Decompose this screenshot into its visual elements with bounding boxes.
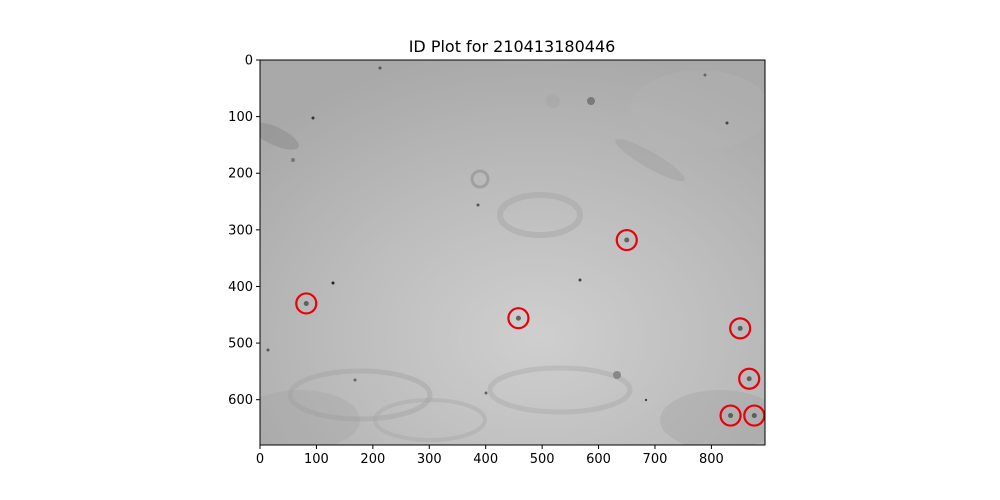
id-marker-circle bbox=[295, 292, 318, 315]
image-shade bbox=[630, 70, 765, 150]
image-speck bbox=[578, 278, 582, 282]
x-tick-label: 300 bbox=[417, 452, 442, 467]
id-marker-circle bbox=[729, 317, 752, 340]
x-tick-label: 100 bbox=[304, 452, 329, 467]
y-tick-label: 400 bbox=[228, 280, 253, 295]
chart-title: ID Plot for 210413180446 bbox=[409, 37, 616, 56]
image-speck bbox=[266, 348, 270, 352]
image-speck bbox=[613, 371, 621, 379]
x-tick-label: 800 bbox=[699, 452, 724, 467]
image-ring bbox=[287, 368, 433, 422]
image-streak bbox=[260, 122, 299, 150]
microscope-image bbox=[260, 60, 765, 445]
image-speck bbox=[644, 398, 648, 402]
y-axis: 0 100 200 300 400 500 600 bbox=[228, 54, 260, 408]
image-speck bbox=[291, 158, 295, 162]
id-marker-circle bbox=[743, 404, 766, 427]
image-ring bbox=[487, 365, 633, 415]
x-tick-label: 700 bbox=[643, 452, 668, 467]
image-speck bbox=[331, 281, 335, 285]
image-speck bbox=[353, 378, 357, 382]
y-tick-label: 300 bbox=[228, 223, 253, 238]
x-axis: 0 100 200 300 400 500 600 700 800 bbox=[256, 445, 724, 467]
x-tick-label: 600 bbox=[586, 452, 611, 467]
y-tick-label: 500 bbox=[228, 337, 253, 352]
y-tick-label: 600 bbox=[228, 393, 253, 408]
detected-particle bbox=[728, 413, 734, 419]
x-tick-label: 500 bbox=[530, 452, 555, 467]
y-tick-label: 200 bbox=[228, 167, 253, 182]
image-shade bbox=[260, 390, 360, 445]
image-shade bbox=[660, 390, 765, 445]
detected-particle bbox=[624, 237, 630, 243]
image-speck bbox=[703, 73, 707, 77]
id-marker-circle bbox=[507, 307, 530, 330]
x-tick-label: 200 bbox=[360, 452, 385, 467]
image-ring bbox=[373, 398, 487, 442]
image-speck bbox=[470, 169, 490, 189]
image-speck bbox=[311, 116, 315, 120]
detected-particle bbox=[303, 300, 309, 306]
plot-frame bbox=[259, 59, 766, 446]
image-speck bbox=[484, 391, 488, 395]
image-speck bbox=[587, 97, 595, 105]
image-ring bbox=[497, 192, 583, 238]
detected-particle bbox=[751, 413, 757, 419]
detected-particle bbox=[515, 315, 521, 321]
marker-layer bbox=[295, 228, 766, 427]
detected-particle bbox=[737, 325, 743, 331]
image-speck bbox=[546, 94, 560, 108]
image-speck bbox=[725, 121, 729, 125]
detected-particle bbox=[746, 376, 752, 382]
image-streak bbox=[615, 138, 685, 182]
x-tick-label: 400 bbox=[473, 452, 498, 467]
y-tick-label: 100 bbox=[228, 110, 253, 125]
image-speck bbox=[476, 203, 480, 207]
id-marker-circle bbox=[615, 228, 638, 252]
y-tick-label: 0 bbox=[245, 54, 253, 69]
id-marker-circle bbox=[719, 404, 742, 427]
image-area bbox=[260, 60, 765, 445]
id-marker-circle bbox=[738, 367, 761, 390]
image-speck bbox=[378, 66, 382, 70]
x-tick-label: 0 bbox=[256, 452, 264, 467]
